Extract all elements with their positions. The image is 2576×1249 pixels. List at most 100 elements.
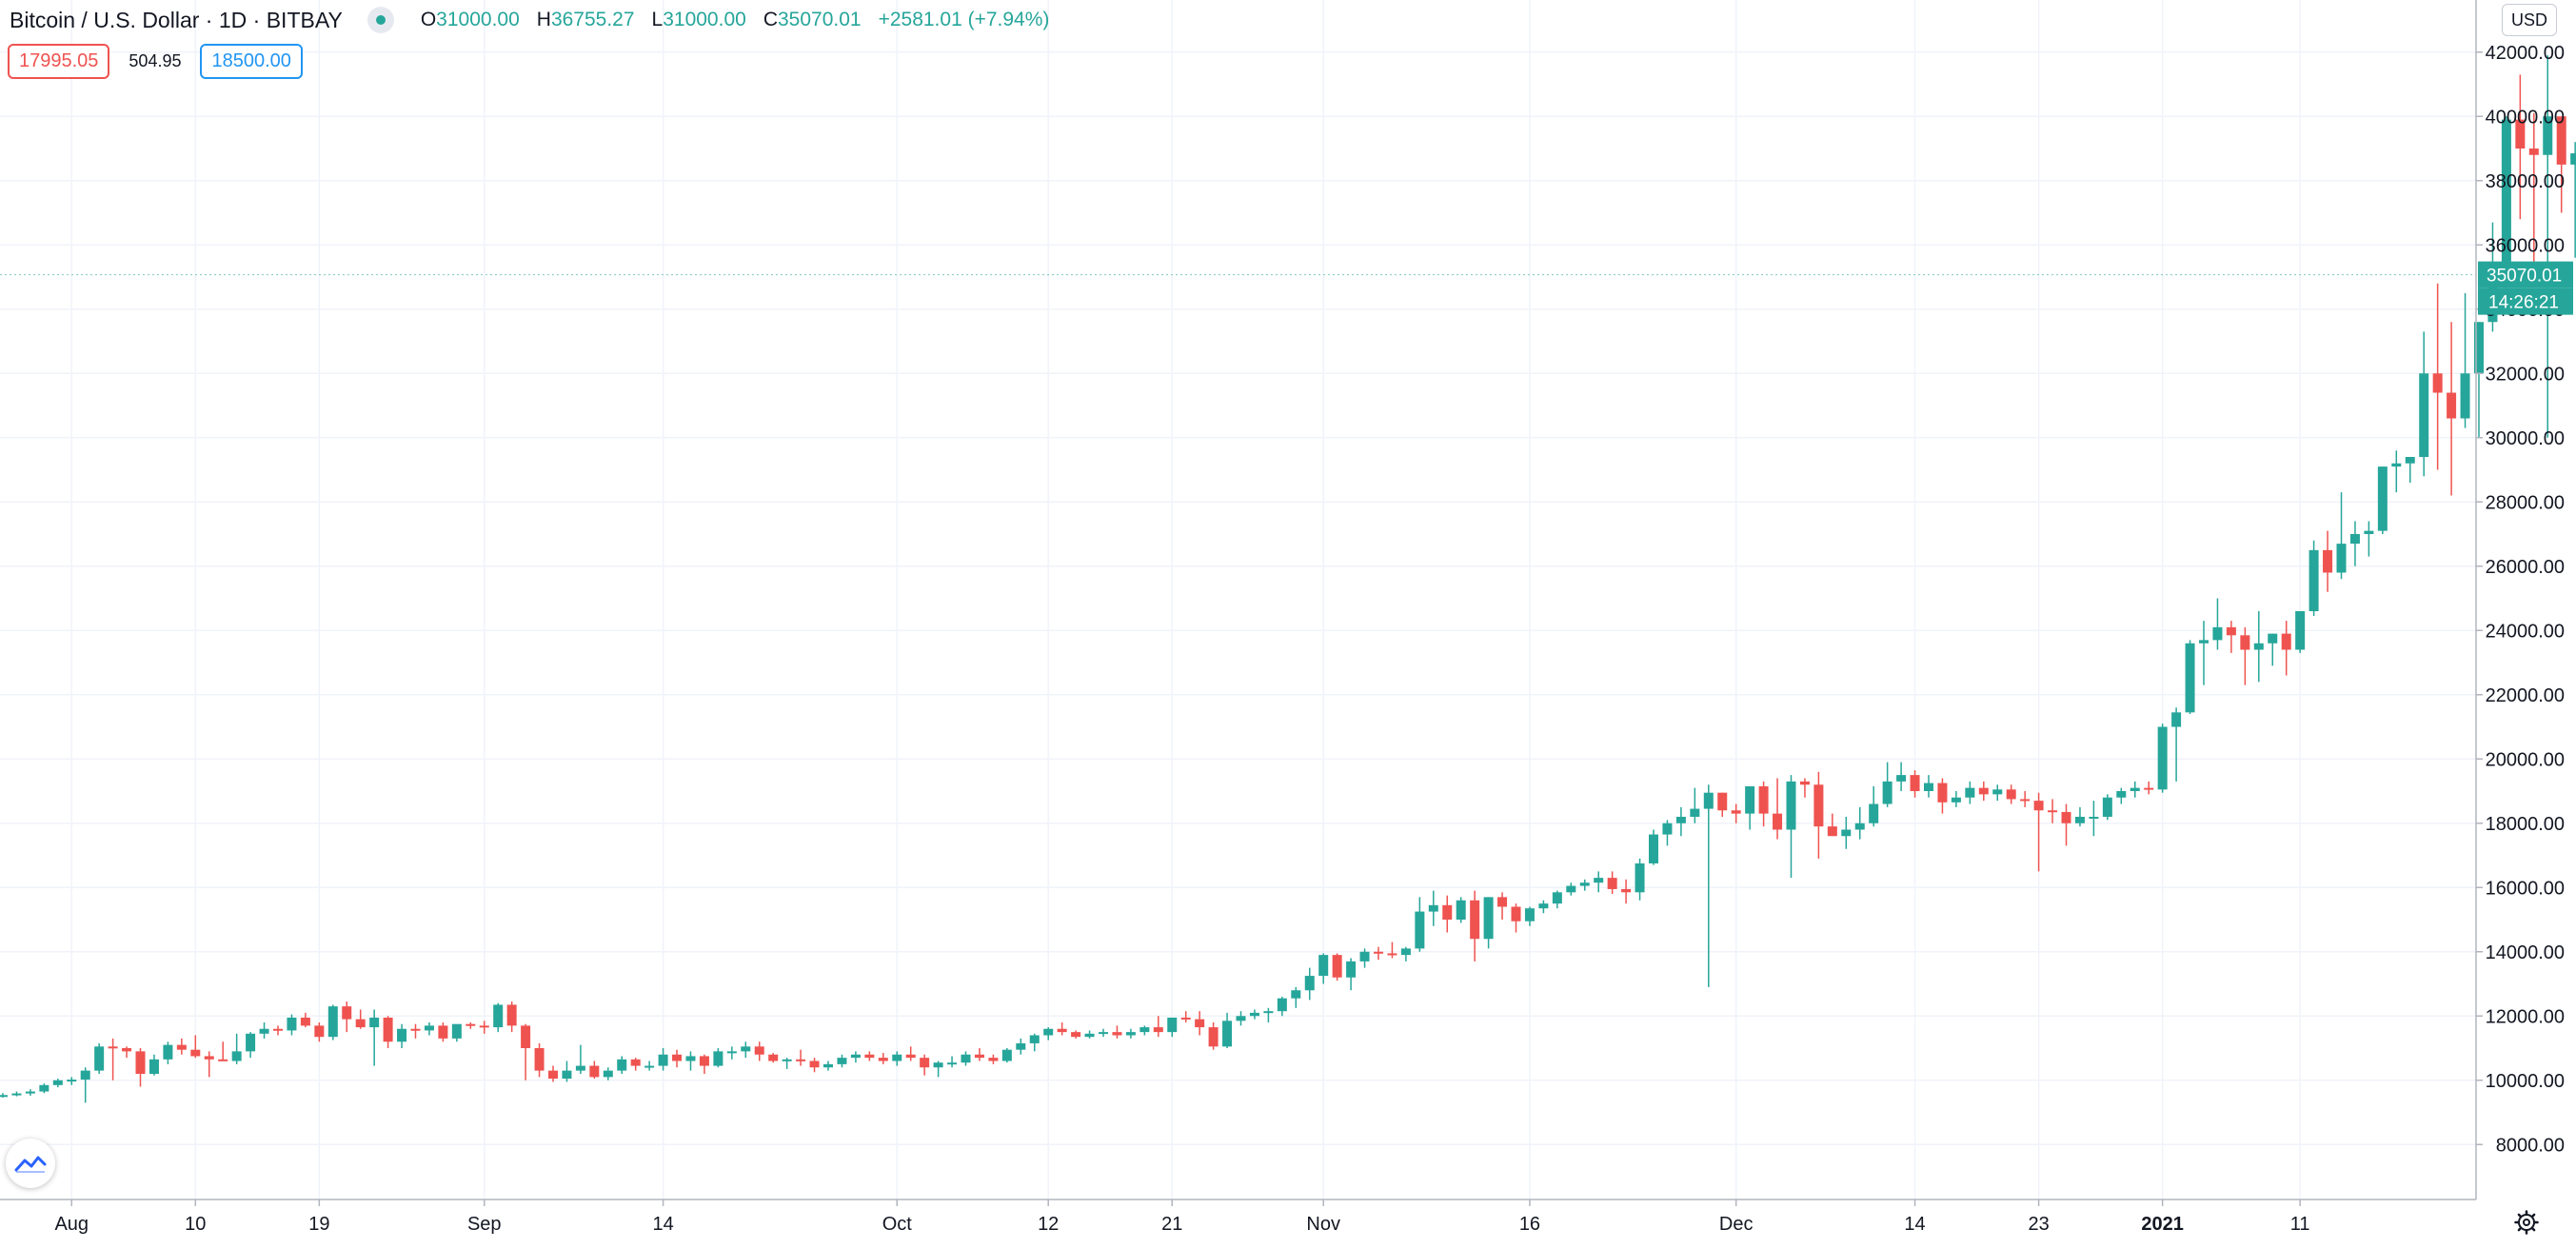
candle bbox=[506, 1001, 517, 1033]
price-axis[interactable]: 8000.00 10000.00 12000.00 14000.00 16000.00 1… bbox=[2476, 43, 2565, 1157]
ohlc-values: O31000.00 H36755.27 L31000.00 C35070.01 … bbox=[421, 9, 1050, 31]
candle bbox=[2543, 55, 2553, 438]
candle-body bbox=[1511, 906, 1521, 922]
candle-body bbox=[369, 1017, 380, 1028]
candle-body bbox=[1773, 813, 1783, 830]
candle-body bbox=[2226, 626, 2236, 636]
candle-body bbox=[2048, 810, 2058, 813]
candle bbox=[1703, 784, 1714, 987]
candle-body bbox=[135, 1051, 146, 1074]
candle-body bbox=[1924, 783, 1933, 791]
candle-body bbox=[1566, 885, 1576, 893]
candle-body bbox=[1896, 775, 1907, 782]
time-tick-label: 14 bbox=[1904, 1214, 1925, 1235]
candle-body bbox=[974, 1054, 984, 1059]
candle-body bbox=[933, 1062, 943, 1068]
candle bbox=[1263, 1007, 1274, 1022]
candle bbox=[947, 1056, 958, 1068]
price-tick-label: 36000.00 bbox=[2486, 235, 2565, 256]
candle-body bbox=[2281, 633, 2291, 650]
candle-body bbox=[617, 1059, 627, 1071]
candle-body bbox=[1717, 792, 1728, 811]
buy-button[interactable]: 18500.00 bbox=[200, 44, 303, 79]
candle bbox=[2089, 801, 2099, 837]
candle bbox=[2102, 794, 2112, 821]
candle bbox=[2240, 626, 2250, 685]
separator: · bbox=[247, 7, 267, 32]
tradingview-logo-icon[interactable] bbox=[6, 1139, 55, 1188]
candle bbox=[108, 1038, 118, 1080]
candle bbox=[823, 1061, 833, 1071]
candle-body bbox=[1854, 823, 1865, 830]
candle bbox=[1359, 948, 1370, 968]
candle bbox=[1937, 778, 1948, 814]
candle bbox=[2556, 116, 2566, 213]
candle-body bbox=[1470, 900, 1480, 940]
candle bbox=[1538, 900, 1549, 914]
candle bbox=[1566, 882, 1576, 896]
price-tick-label: 26000.00 bbox=[2486, 557, 2565, 578]
candle-body bbox=[1346, 961, 1357, 978]
candle bbox=[1594, 871, 1604, 893]
candle-body bbox=[1057, 1028, 1067, 1033]
candle-body bbox=[506, 1004, 517, 1026]
candle-body bbox=[630, 1059, 641, 1066]
candle-body bbox=[1195, 1019, 1205, 1028]
candle-body bbox=[2405, 457, 2415, 464]
candle bbox=[2020, 791, 2031, 807]
candle bbox=[1016, 1038, 1026, 1055]
status-dot-icon[interactable] bbox=[367, 7, 394, 33]
candle-body bbox=[479, 1025, 489, 1028]
candle-body bbox=[603, 1070, 613, 1078]
candle-body bbox=[2528, 149, 2539, 155]
candle bbox=[163, 1041, 173, 1064]
grid-lines bbox=[0, 0, 2476, 1199]
candle bbox=[2419, 331, 2429, 477]
candle bbox=[809, 1058, 820, 1073]
time-tick-label: 11 bbox=[2290, 1214, 2310, 1235]
symbol-name[interactable]: Bitcoin / U.S. Dollar bbox=[10, 7, 200, 32]
candle-body bbox=[1813, 784, 1824, 827]
countdown-tag-box bbox=[2478, 287, 2573, 315]
candle-body bbox=[1841, 829, 1852, 837]
candle bbox=[1277, 997, 1287, 1017]
candle bbox=[2171, 707, 2182, 782]
time-axis[interactable]: Aug 10 19 Sep 14 Oct 12 21 Nov 16 Dec 14 23 2021 11 bbox=[54, 1199, 2310, 1235]
exchange[interactable]: BITBAY bbox=[266, 7, 343, 32]
currency-button[interactable]: USD bbox=[2502, 4, 2557, 36]
candle-body bbox=[1084, 1033, 1095, 1038]
candle-body bbox=[2102, 797, 2112, 817]
candle-body bbox=[273, 1028, 283, 1031]
candle bbox=[726, 1046, 737, 1060]
candle bbox=[94, 1042, 105, 1074]
gear-icon[interactable] bbox=[2511, 1207, 2542, 1238]
candle bbox=[1635, 858, 1645, 901]
candle bbox=[988, 1054, 999, 1064]
candle-body bbox=[2323, 549, 2333, 573]
candle bbox=[2323, 530, 2333, 592]
candle-body bbox=[878, 1058, 888, 1061]
candle bbox=[741, 1041, 751, 1059]
candle-body bbox=[1400, 948, 1411, 956]
candle-body bbox=[2474, 322, 2484, 374]
interval[interactable]: 1D bbox=[218, 7, 248, 32]
candle bbox=[1552, 890, 1562, 909]
candle-body bbox=[1318, 955, 1329, 977]
candle bbox=[1387, 942, 1397, 959]
candle-body bbox=[1690, 808, 1700, 817]
candle bbox=[190, 1035, 201, 1059]
candle bbox=[1304, 967, 1315, 1001]
candle bbox=[1057, 1022, 1067, 1036]
sell-button[interactable]: 17995.05 bbox=[8, 44, 110, 79]
candle bbox=[1099, 1028, 1108, 1038]
candle bbox=[300, 1012, 310, 1028]
price-tick-label: 24000.00 bbox=[2486, 621, 2565, 642]
change-value: +2581.01 (+7.94%) bbox=[878, 9, 1050, 30]
candle bbox=[231, 1033, 242, 1064]
candle bbox=[1731, 803, 1741, 823]
candle bbox=[864, 1051, 875, 1061]
candle-body bbox=[2157, 726, 2168, 790]
candle-body bbox=[1442, 904, 1453, 920]
candle bbox=[2391, 450, 2402, 493]
